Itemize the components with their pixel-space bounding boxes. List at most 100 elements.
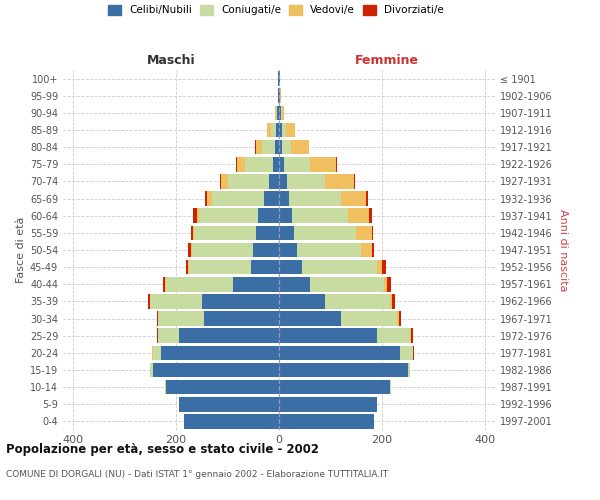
Bar: [279, 380, 389, 394]
Bar: [279, 242, 297, 258]
Bar: [279, 312, 341, 326]
Bar: [237, 157, 245, 172]
Bar: [399, 312, 401, 326]
Bar: [371, 226, 373, 240]
Bar: [277, 122, 279, 138]
Bar: [279, 277, 310, 291]
Bar: [377, 328, 410, 343]
Bar: [153, 362, 279, 378]
Bar: [310, 277, 385, 291]
Bar: [292, 208, 349, 223]
Bar: [295, 226, 356, 240]
Bar: [205, 192, 207, 206]
Bar: [189, 260, 251, 274]
Bar: [279, 88, 280, 103]
Bar: [151, 362, 153, 378]
Bar: [341, 192, 367, 206]
Bar: [411, 328, 413, 343]
Y-axis label: Fasce di età: Fasce di età: [16, 217, 26, 283]
Bar: [291, 140, 309, 154]
Bar: [273, 157, 279, 172]
Bar: [269, 174, 279, 188]
Bar: [194, 226, 256, 240]
Bar: [325, 174, 353, 188]
Bar: [410, 328, 411, 343]
Bar: [253, 242, 279, 258]
Bar: [279, 346, 400, 360]
Bar: [281, 140, 291, 154]
Bar: [302, 260, 377, 274]
Bar: [361, 242, 371, 258]
Text: COMUNE DI DORGALI (NU) - Dati ISTAT 1° gennaio 2002 - Elaborazione TUTTITALIA.IT: COMUNE DI DORGALI (NU) - Dati ISTAT 1° g…: [6, 470, 388, 479]
Bar: [245, 157, 273, 172]
Bar: [279, 294, 325, 308]
Bar: [251, 260, 279, 274]
Bar: [377, 260, 382, 274]
Bar: [179, 397, 279, 411]
Bar: [191, 226, 193, 240]
Bar: [279, 260, 302, 274]
Bar: [161, 346, 279, 360]
Bar: [400, 346, 413, 360]
Bar: [385, 277, 387, 291]
Bar: [166, 380, 279, 394]
Bar: [392, 294, 395, 308]
Bar: [279, 174, 287, 188]
Text: Maschi: Maschi: [146, 54, 196, 68]
Bar: [151, 294, 202, 308]
Bar: [199, 208, 259, 223]
Bar: [212, 192, 263, 206]
Bar: [267, 122, 271, 138]
Bar: [367, 192, 368, 206]
Bar: [188, 242, 191, 258]
Bar: [279, 122, 281, 138]
Y-axis label: Anni di nascita: Anni di nascita: [558, 209, 568, 291]
Bar: [281, 106, 284, 120]
Bar: [279, 226, 295, 240]
Bar: [202, 294, 279, 308]
Bar: [387, 277, 391, 291]
Text: Femmine: Femmine: [355, 54, 419, 68]
Text: Popolazione per età, sesso e stato civile - 2002: Popolazione per età, sesso e stato civil…: [6, 442, 319, 456]
Bar: [233, 277, 279, 291]
Bar: [275, 140, 279, 154]
Bar: [286, 122, 295, 138]
Bar: [227, 174, 269, 188]
Bar: [349, 208, 369, 223]
Bar: [279, 157, 284, 172]
Bar: [259, 208, 279, 223]
Bar: [193, 208, 197, 223]
Bar: [281, 122, 286, 138]
Bar: [279, 397, 377, 411]
Bar: [277, 106, 279, 120]
Bar: [356, 226, 371, 240]
Bar: [197, 208, 199, 223]
Bar: [256, 226, 279, 240]
Bar: [191, 242, 253, 258]
Bar: [335, 157, 337, 172]
Bar: [310, 157, 335, 172]
Bar: [407, 362, 410, 378]
Bar: [179, 328, 279, 343]
Bar: [325, 294, 389, 308]
Bar: [284, 157, 310, 172]
Bar: [279, 362, 407, 378]
Bar: [158, 312, 205, 326]
Bar: [275, 106, 276, 120]
Bar: [389, 294, 392, 308]
Bar: [158, 328, 179, 343]
Bar: [382, 260, 386, 274]
Bar: [397, 312, 399, 326]
Bar: [205, 312, 279, 326]
Bar: [157, 328, 158, 343]
Bar: [148, 294, 150, 308]
Bar: [276, 106, 277, 120]
Bar: [166, 277, 233, 291]
Bar: [279, 140, 281, 154]
Bar: [256, 140, 262, 154]
Bar: [297, 242, 361, 258]
Bar: [187, 260, 188, 274]
Bar: [279, 328, 377, 343]
Bar: [389, 380, 391, 394]
Bar: [221, 174, 227, 188]
